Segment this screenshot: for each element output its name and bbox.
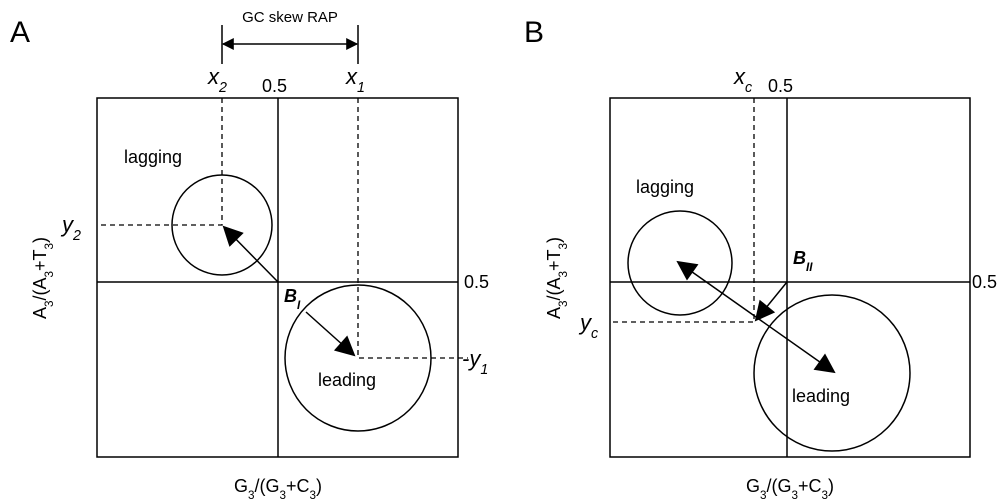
subscript: 3 — [248, 489, 255, 502]
half-label: 0.5 — [972, 272, 997, 292]
text-part: ) — [544, 237, 564, 243]
y-axis-label: A3/(A3+T3) — [30, 237, 56, 319]
text-part: -y — [462, 346, 482, 371]
text-part: ) — [30, 237, 50, 243]
leading-label: leading — [318, 370, 376, 390]
x1-label: x1 — [345, 64, 365, 96]
subscript: II — [806, 261, 813, 274]
text-part: +T — [544, 249, 564, 271]
panel-a: A GC skew RAP x2 0.5 x1 BI lagging leadi… — [10, 9, 489, 502]
arrow — [305, 311, 356, 357]
plot-box — [609, 97, 971, 458]
subscript: I — [297, 299, 301, 312]
yc-label: yc — [578, 310, 598, 342]
subscript: 2 — [72, 228, 81, 244]
subscript: 3 — [43, 301, 56, 308]
text-part: G — [234, 476, 248, 496]
x2-label: x2 — [207, 64, 227, 96]
subscript: 3 — [310, 489, 317, 502]
guide — [97, 98, 223, 226]
subscript: 3 — [791, 489, 798, 502]
rap-label: GC skew RAP — [242, 9, 338, 26]
xc-label: xc — [733, 64, 752, 96]
lagging-label: lagging — [124, 147, 182, 167]
b-label: BII — [793, 248, 813, 274]
text-part: x — [207, 64, 220, 89]
subscript: 3 — [279, 489, 286, 502]
lagging-label: lagging — [636, 177, 694, 197]
text-part: A — [544, 307, 564, 319]
subscript: 3 — [43, 271, 56, 278]
subscript: c — [745, 80, 752, 96]
half-label: 0.5 — [768, 76, 793, 96]
leading-circle — [753, 294, 911, 452]
leading-circle — [284, 284, 432, 432]
subscript: 3 — [822, 489, 829, 502]
panel-b: B xc 0.5 BII lagging leading 0.5 yc A3/(… — [524, 16, 997, 502]
text-part: +T — [30, 249, 50, 271]
text-part: A — [30, 307, 50, 319]
subscript: 3 — [760, 489, 767, 502]
leading-label: leading — [792, 386, 850, 406]
subscript: 3 — [557, 301, 570, 308]
text-part: y — [578, 310, 593, 335]
text-part: B — [793, 248, 806, 268]
arrow — [754, 281, 788, 322]
b-label: BI — [284, 286, 301, 312]
subscript: 2 — [218, 80, 227, 96]
text-part: +C — [286, 476, 310, 496]
text-part: B — [284, 286, 297, 306]
lagging-circle — [171, 174, 273, 276]
guide — [357, 98, 468, 359]
x-axis-label: G3/(G3+C3) — [746, 476, 834, 502]
subscript: c — [591, 326, 598, 342]
y2-label: y2 — [60, 212, 81, 244]
subscript: 3 — [557, 243, 570, 250]
text-part: ) — [828, 476, 834, 496]
text-part: ) — [316, 476, 322, 496]
guide — [610, 98, 755, 323]
subscript: 3 — [557, 271, 570, 278]
y-axis-label: A3/(A3+T3) — [544, 237, 570, 319]
panel-letter: A — [10, 16, 30, 49]
y1-label: -y1 — [462, 346, 488, 378]
text-part: /(A — [544, 278, 564, 301]
half-label: 0.5 — [262, 76, 287, 96]
text-part: y — [60, 212, 75, 237]
text-part: /(A — [30, 278, 50, 301]
text-part: /(G — [766, 476, 791, 496]
subscript: 1 — [480, 362, 488, 378]
text-part: x — [345, 64, 358, 89]
half-label: 0.5 — [464, 272, 489, 292]
subscript: 3 — [43, 243, 56, 250]
subscript: 1 — [357, 80, 365, 96]
text-part: G — [746, 476, 760, 496]
text-part: /(G — [254, 476, 279, 496]
arrow — [222, 225, 279, 283]
text-part: x — [733, 64, 746, 89]
panel-letter: B — [524, 16, 544, 49]
x-axis-label: G3/(G3+C3) — [234, 476, 322, 502]
text-part: +C — [798, 476, 822, 496]
